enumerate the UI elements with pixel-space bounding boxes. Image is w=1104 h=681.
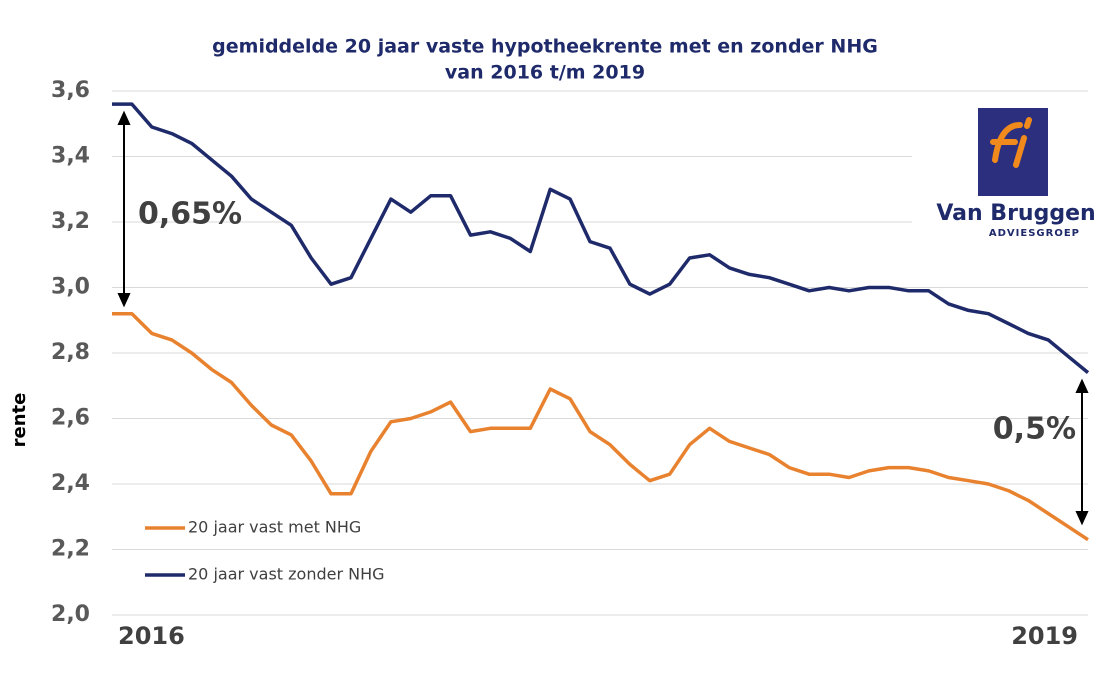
series-line [112,102,1090,374]
arrow-left [117,110,131,308]
y-tick-label: 2,2 [51,537,90,562]
y-tick-label: 3,6 [51,78,90,103]
y-tick-label: 2,8 [51,340,90,365]
arrow-head [117,293,131,308]
y-tick-label: 2,0 [51,602,90,627]
legend-label: 20 jaar vast zonder NHG [188,565,385,584]
y-tick-label: 2,6 [51,406,90,431]
logo-square [978,108,1048,196]
arrow-head [1075,378,1089,393]
y-tick-label: 3,0 [51,275,90,300]
arrow-right [1075,378,1089,526]
annotation: 0,65% [138,197,242,232]
logo: Van Bruggen ADVIESGROEP [936,108,1096,239]
y-tick-label: 3,2 [51,209,90,234]
logo-name: Van Bruggen [936,201,1095,226]
y-axis-label: rente [9,393,30,448]
logo-tagline: ADVIESGROEP [989,228,1080,239]
grid [112,90,1088,616]
y-tick-label: 2,4 [51,471,90,496]
annotation: 0,5% [993,412,1076,447]
x-tick-label: 2019 [1011,622,1078,650]
y-tick-label: 3,4 [51,144,90,169]
x-tick-label: 2016 [118,622,185,650]
chart-subtitle: van 2016 t/m 2019 [445,62,645,84]
legend-label: 20 jaar vast met NHG [188,518,361,537]
chart-title: gemiddelde 20 jaar vaste hypotheekrente … [212,36,878,58]
arrow-head [117,110,131,125]
arrow-head [1075,511,1089,526]
logo-mark [990,117,1032,168]
series-line [112,311,1089,542]
